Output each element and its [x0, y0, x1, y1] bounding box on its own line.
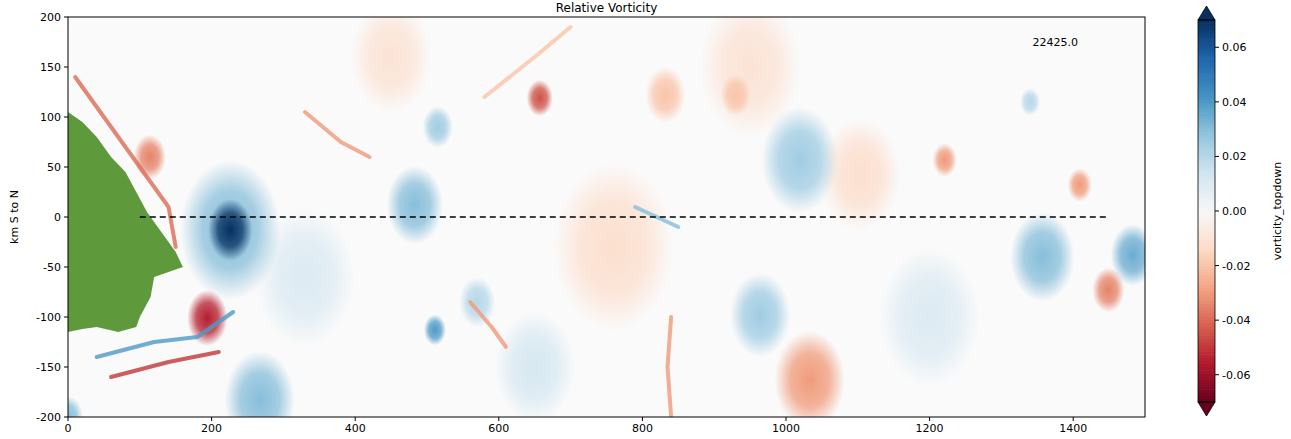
y-tick-label: -150 — [36, 361, 61, 374]
y-tick — [64, 67, 68, 68]
filament — [470, 302, 506, 347]
eddy — [775, 331, 845, 417]
eddy — [1010, 212, 1074, 302]
eddy — [208, 199, 252, 261]
eddy — [68, 396, 83, 417]
x-tick-label: 200 — [201, 422, 222, 435]
eddy — [1020, 88, 1040, 116]
eddy — [387, 166, 443, 244]
x-tick-label: 400 — [345, 422, 366, 435]
colorbar-tick — [1215, 47, 1219, 48]
y-tick-label: 50 — [47, 161, 61, 174]
colorbar-tick-label: 0.02 — [1222, 150, 1247, 163]
y-tick-label: 200 — [40, 11, 61, 24]
y-tick-label: 150 — [40, 61, 61, 74]
eddy — [879, 247, 980, 387]
x-tick-label: 0 — [65, 422, 72, 435]
eddy — [730, 273, 790, 357]
colorbar-tick — [1215, 374, 1219, 375]
y-tick — [64, 17, 68, 18]
x-tick — [786, 417, 787, 421]
y-tick-label: -200 — [36, 411, 61, 424]
title: Relative Vorticity — [556, 1, 658, 15]
y-tick-label: -50 — [43, 261, 61, 274]
colorbar-tick — [1215, 211, 1219, 212]
eddy — [933, 143, 957, 177]
eddy — [761, 107, 837, 213]
colorbar-tick — [1215, 320, 1219, 321]
filament — [305, 112, 370, 157]
eddy — [134, 135, 166, 180]
land — [68, 112, 183, 332]
eddy — [553, 163, 674, 331]
eddy — [721, 74, 751, 116]
eddy — [423, 106, 453, 148]
colorbar-tick-label: -0.04 — [1222, 314, 1250, 327]
colorbar-tick-label: 0.06 — [1222, 41, 1247, 54]
y-tick — [64, 367, 68, 368]
x-tick — [1073, 417, 1074, 421]
x-tick-label: 1200 — [916, 422, 944, 435]
x-tick — [642, 417, 643, 421]
figure: 0200400600800100012001400-200-150-100-50… — [0, 0, 1291, 439]
transect-line — [140, 216, 1109, 218]
eddy — [351, 17, 431, 113]
y-tick — [64, 317, 68, 318]
colorbar-segment — [1198, 20, 1215, 24]
eddy — [494, 311, 574, 417]
filament — [111, 352, 219, 377]
y-tick-label: 0 — [54, 211, 61, 224]
x-tick-label: 1400 — [1059, 422, 1087, 435]
colorbar-label: vorticity_topdown — [1271, 162, 1284, 260]
y-tick — [64, 217, 68, 218]
x-tick-label: 600 — [488, 422, 509, 435]
x-tick — [211, 417, 212, 421]
x-tick — [355, 417, 356, 421]
x-tick-label: 1000 — [772, 422, 800, 435]
x-tick — [929, 417, 930, 421]
x-tick — [68, 417, 69, 421]
eddy — [459, 277, 495, 327]
y-axis-title: km S to N — [8, 190, 21, 244]
colorbar-tick-label: 0.04 — [1222, 96, 1247, 109]
plot-area — [68, 17, 1145, 417]
colorbar-tick-label: -0.02 — [1222, 260, 1250, 273]
eddy — [527, 80, 553, 116]
eddy — [1092, 268, 1124, 313]
colorbar-tick-label: 0.00 — [1222, 205, 1247, 218]
filament — [484, 27, 570, 97]
eddy — [424, 315, 446, 346]
eddy — [225, 351, 295, 417]
colorbar-tick — [1215, 265, 1219, 266]
eddy — [645, 67, 685, 123]
x-tick — [498, 417, 499, 421]
y-tick — [64, 167, 68, 168]
colorbar-frame — [1198, 20, 1215, 402]
eddy — [1068, 168, 1092, 202]
plot-frame — [68, 17, 1145, 417]
colorbar-tick-label: -0.06 — [1222, 369, 1250, 382]
annotation: 22425.0 — [1033, 36, 1079, 49]
filament — [668, 317, 672, 417]
y-tick-label: 100 — [40, 111, 61, 124]
eddy — [180, 160, 281, 300]
y-tick — [64, 417, 68, 418]
y-tick-label: -100 — [36, 311, 61, 324]
y-tick — [64, 267, 68, 268]
colorbar-tick — [1215, 101, 1219, 102]
colorbar-tick — [1215, 156, 1219, 157]
colorbar-extend-top — [1198, 6, 1215, 20]
y-tick — [64, 117, 68, 118]
colorbar-extend-bottom — [1198, 402, 1215, 416]
x-tick-label: 800 — [632, 422, 653, 435]
plot-background — [68, 17, 1145, 417]
